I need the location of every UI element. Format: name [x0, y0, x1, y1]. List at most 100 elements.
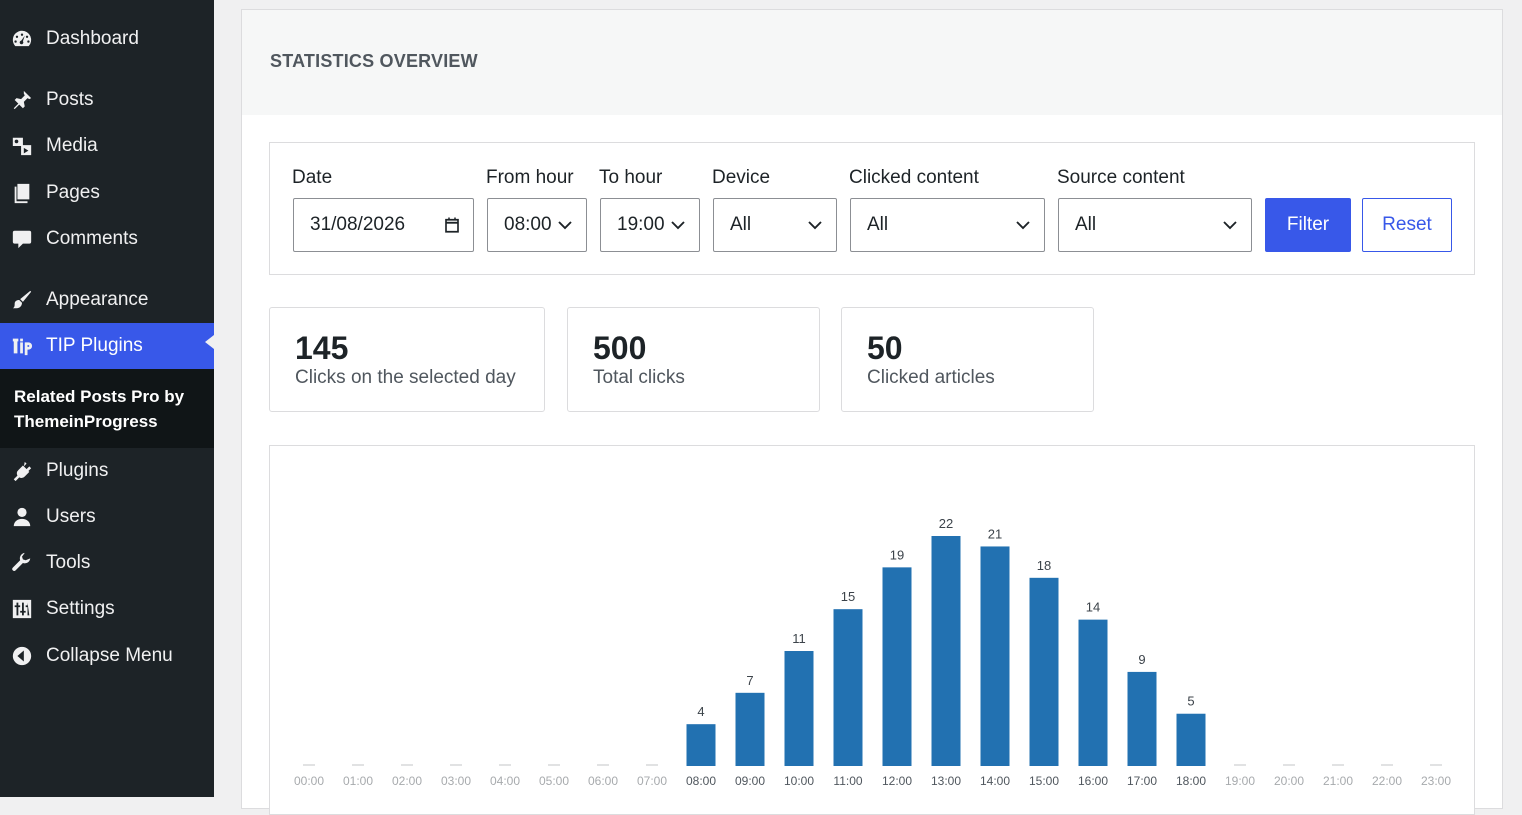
chevron-down-icon — [558, 221, 572, 230]
sidebar-item-users[interactable]: Users — [0, 499, 214, 535]
sidebar-item-label: Plugins — [46, 460, 109, 481]
x-tick-label: 12:00 — [882, 774, 912, 788]
bar-08:00[interactable] — [686, 724, 716, 766]
chevron-down-icon — [808, 221, 822, 230]
data-label: 15 — [841, 589, 855, 604]
x-tick-label: 00:00 — [294, 774, 324, 788]
x-tick-label: 01:00 — [343, 774, 373, 788]
reset-button[interactable]: Reset — [1362, 198, 1452, 252]
sidebar-item-label: Settings — [46, 598, 115, 619]
device-value: All — [730, 214, 752, 235]
bar-13:00[interactable] — [931, 536, 961, 766]
tip-logo-icon — [10, 334, 34, 358]
sidebar-item-posts[interactable]: Posts — [0, 82, 214, 118]
x-tick-label: 09:00 — [735, 774, 765, 788]
data-label: 21 — [988, 526, 1002, 541]
bar-10:00[interactable] — [784, 651, 814, 766]
x-tick-label: 05:00 — [539, 774, 569, 788]
sidebar-item-comments[interactable]: Comments — [0, 221, 214, 257]
bar-18:00[interactable] — [1176, 713, 1206, 766]
x-tick-label: 23:00 — [1421, 774, 1451, 788]
x-tick-label: 21:00 — [1323, 774, 1353, 788]
paintbrush-icon — [10, 288, 34, 312]
stat-card-total-clicks: 500 Total clicks — [567, 307, 820, 412]
x-tick-label: 16:00 — [1078, 774, 1108, 788]
x-tick-label: 17:00 — [1127, 774, 1157, 788]
sidebar-item-appearance[interactable]: Appearance — [0, 282, 214, 318]
data-label: 7 — [746, 673, 753, 688]
x-tick-label: 07:00 — [637, 774, 667, 788]
x-tick-label: 03:00 — [441, 774, 471, 788]
sidebar-item-label: Comments — [46, 228, 138, 249]
sidebar-item-tools[interactable]: Tools — [0, 545, 214, 581]
statistics-panel: STATISTICS OVERVIEW Date 31/08/2026 From… — [241, 9, 1503, 815]
sidebar-item-label: TIP Plugins — [46, 335, 143, 356]
plug-icon — [10, 459, 34, 483]
data-label: 22 — [939, 516, 953, 531]
pin-icon — [10, 88, 34, 112]
comment-icon — [10, 227, 34, 251]
sidebar-item-label: Posts — [46, 89, 94, 110]
bar-09:00[interactable] — [735, 692, 765, 766]
sidebar-item-label: Media — [46, 135, 98, 156]
x-tick-label: 06:00 — [588, 774, 618, 788]
stat-label: Clicks on the selected day — [295, 367, 516, 388]
sidebar-item-collapse-menu[interactable]: Collapse Menu — [0, 638, 214, 674]
x-tick-label: 04:00 — [490, 774, 520, 788]
bar-15:00[interactable] — [1029, 577, 1059, 766]
collapse-arrow-icon — [10, 644, 34, 668]
calendar-icon[interactable] — [443, 216, 461, 234]
bar-12:00[interactable] — [882, 567, 912, 766]
stat-label: Clicked articles — [867, 367, 995, 388]
sidebar-item-label: Users — [46, 506, 96, 527]
bar-14:00[interactable] — [980, 546, 1010, 766]
sidebar-item-tip-plugins[interactable]: TIP Plugins — [0, 323, 214, 369]
device-select[interactable]: All — [713, 198, 837, 252]
to-hour-value: 19:00 — [617, 214, 665, 235]
clicked-content-select[interactable]: All — [850, 198, 1045, 252]
to-hour-select[interactable]: 19:00 — [600, 198, 700, 252]
date-input[interactable]: 31/08/2026 — [293, 198, 474, 252]
stat-label: Total clicks — [593, 367, 685, 388]
source-content-label: Source content — [1057, 167, 1185, 188]
bar-11:00[interactable] — [833, 609, 863, 766]
filter-button[interactable]: Filter — [1265, 198, 1351, 252]
chevron-down-icon — [1223, 221, 1237, 230]
hourly-clicks-chart: 00:00 01:00 02:00 03:00 04:00 05:00 06:00 07:00… — [269, 445, 1475, 815]
sidebar-item-plugins[interactable]: Plugins — [0, 453, 214, 489]
x-tick-label: 20:00 — [1274, 774, 1304, 788]
data-label: 4 — [697, 704, 704, 719]
sidebar-item-pages[interactable]: Pages — [0, 175, 214, 211]
clicked-content-value: All — [867, 214, 889, 235]
stat-value: 145 — [295, 330, 349, 366]
admin-sidebar: Dashboard Posts Media Pages Comments App… — [0, 0, 214, 797]
media-icon — [10, 134, 34, 158]
stat-card-clicked-articles: 50 Clicked articles — [841, 307, 1094, 412]
filter-bar: Date 31/08/2026 From hour 08:00 To hour … — [269, 142, 1475, 275]
source-content-select[interactable]: All — [1058, 198, 1252, 252]
sidebar-item-label: Tools — [46, 552, 91, 573]
data-label: 5 — [1187, 694, 1194, 709]
to-hour-label: To hour — [599, 167, 663, 188]
dashboard-icon — [10, 27, 34, 51]
sidebar-item-label: Dashboard — [46, 28, 139, 49]
page-title: STATISTICS OVERVIEW — [270, 51, 478, 71]
stat-card-day-clicks: 145 Clicks on the selected day — [269, 307, 545, 412]
pages-icon — [10, 181, 34, 205]
source-content-value: All — [1075, 214, 1097, 235]
submenu-item-related-posts-pro[interactable]: Related Posts Pro by ThemeinProgress — [14, 387, 185, 431]
from-hour-select[interactable]: 08:00 — [487, 198, 587, 252]
data-label: 18 — [1037, 558, 1051, 573]
sidebar-item-settings[interactable]: Settings — [0, 591, 214, 627]
sidebar-item-media[interactable]: Media — [0, 128, 214, 164]
x-tick-label: 02:00 — [392, 774, 422, 788]
bar-17:00[interactable] — [1127, 671, 1157, 766]
bar-16:00[interactable] — [1078, 619, 1108, 766]
x-tick-label: 10:00 — [784, 774, 814, 788]
x-tick-label: 13:00 — [931, 774, 961, 788]
chevron-down-icon — [671, 221, 685, 230]
sidebar-item-label: Appearance — [46, 289, 149, 310]
chevron-down-icon — [1016, 221, 1030, 230]
sidebar-item-dashboard[interactable]: Dashboard — [0, 21, 214, 57]
clicked-content-label: Clicked content — [849, 167, 979, 188]
